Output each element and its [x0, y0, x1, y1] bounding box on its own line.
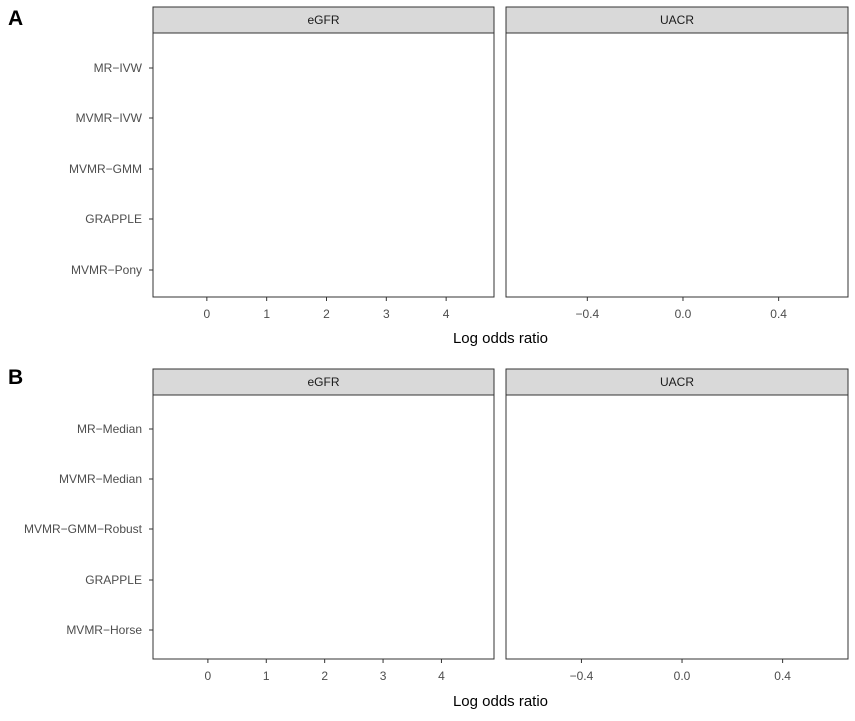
x-tick-label: −0.4	[570, 669, 594, 683]
facet-uacr: UACR −0.4 0.0 0.4	[505, 368, 849, 683]
plot-border	[152, 32, 495, 298]
method-label: MR−Median	[77, 422, 142, 436]
facet-uacr: UACR −0.4 0.0 0.4	[505, 6, 849, 321]
x-tick-label: 0.0	[674, 669, 691, 683]
method-label: MVMR−Horse	[66, 623, 142, 637]
facet-strip-label: eGFR	[307, 375, 339, 389]
facet-strip-label: eGFR	[307, 13, 339, 27]
facet-egfr: eGFR 0 1 2 3 4	[152, 6, 495, 321]
method-label: MVMR−Pony	[71, 263, 142, 277]
x-tick-label: −0.4	[575, 307, 599, 321]
method-label: GRAPPLE	[85, 573, 142, 587]
x-axis-title: Log odds ratio	[453, 330, 548, 347]
x-tick-label: 1	[263, 307, 270, 321]
x-tick-label: 1	[263, 669, 270, 683]
x-tick-label: 3	[380, 669, 387, 683]
facet-strip-label: UACR	[660, 13, 694, 27]
x-axis-title: Log odds ratio	[453, 693, 548, 710]
forest-panel-b: B MR−Median MVMR−Median MVMR−GMM−Robust GRAP…	[8, 366, 849, 710]
x-tick-label: 0.4	[770, 307, 787, 321]
facet-strip	[152, 6, 495, 34]
x-tick-label: 0.4	[774, 669, 791, 683]
method-label: MVMR−GMM	[69, 162, 142, 176]
method-label: GRAPPLE	[85, 212, 142, 226]
facet-strip	[505, 368, 849, 396]
facet-strip-label: UACR	[660, 375, 694, 389]
x-tick-label: 0	[205, 669, 212, 683]
x-tick-label: 3	[383, 307, 390, 321]
plot-border	[505, 32, 849, 298]
plot-border	[152, 394, 495, 660]
x-tick-label: 2	[321, 669, 328, 683]
forest-panel-a: A MR−IVW MVMR−IVW MVMR−GMM GRAPPLE MVMR−Pony e…	[8, 6, 849, 347]
x-tick-label: 4	[438, 669, 445, 683]
facet-egfr: eGFR 0 1 2 3 4	[152, 368, 495, 683]
method-label: MVMR−IVW	[76, 111, 143, 125]
plot-border	[505, 394, 849, 660]
facet-strip	[505, 6, 849, 34]
x-tick-label: 0.0	[675, 307, 692, 321]
panel-letter: A	[8, 7, 23, 30]
method-label: MVMR−Median	[59, 472, 142, 486]
facet-strip	[152, 368, 495, 396]
x-tick-label: 2	[323, 307, 330, 321]
x-tick-label: 0	[203, 307, 210, 321]
panel-letter: B	[8, 366, 23, 389]
method-label: MR−IVW	[94, 61, 143, 75]
x-tick-label: 4	[443, 307, 450, 321]
method-label: MVMR−GMM−Robust	[24, 522, 143, 536]
